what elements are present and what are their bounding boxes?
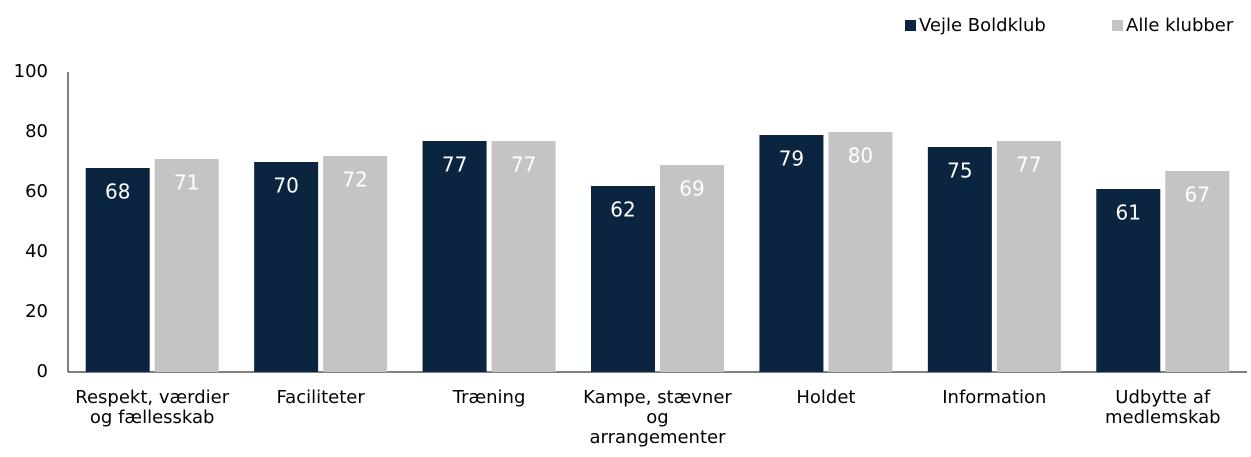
value-label: 61 [1116, 201, 1141, 225]
x-tick-label: Respekt, værdier og fællesskab [75, 387, 230, 428]
value-label: 70 [273, 174, 298, 198]
legend-label: Vejle Boldklub [919, 15, 1046, 36]
y-tick-label: 20 [25, 301, 48, 322]
y-tick-label: 0 [37, 361, 48, 382]
bar [996, 141, 1061, 372]
bar [422, 141, 487, 372]
bar [591, 186, 655, 372]
legend-swatch [1112, 20, 1123, 31]
bar [1096, 189, 1161, 372]
value-label: 69 [679, 177, 704, 201]
x-tick-label: Træning [452, 387, 526, 408]
bar [323, 156, 388, 372]
bar [828, 132, 893, 372]
x-tick-label: Information [942, 387, 1047, 408]
bar [660, 165, 724, 372]
value-label: 77 [511, 153, 536, 177]
value-label: 77 [1016, 153, 1041, 177]
legend-swatch [905, 20, 916, 31]
x-tick-label: Holdet [796, 387, 856, 408]
value-label: 71 [174, 171, 199, 195]
x-tick-label: Faciliteter [276, 387, 365, 408]
bar [85, 168, 150, 372]
bar [154, 159, 219, 372]
value-label: 79 [779, 147, 804, 171]
bar [1165, 171, 1230, 372]
value-label: 80 [848, 144, 873, 168]
bar [759, 135, 824, 372]
value-label: 62 [610, 198, 635, 222]
y-tick-label: 100 [14, 61, 48, 82]
value-label: 67 [1185, 183, 1210, 207]
value-label: 68 [105, 180, 130, 204]
y-tick-label: 60 [25, 181, 48, 202]
legend-label: Alle klubber [1126, 15, 1234, 36]
value-label: 75 [947, 159, 972, 183]
y-tick-label: 80 [25, 121, 48, 142]
value-label: 72 [342, 168, 367, 192]
x-tick-label: Kampe, stævner og arrangementer [583, 387, 732, 448]
bar [254, 162, 319, 372]
y-tick-label: 40 [25, 241, 48, 262]
x-tick-label: Udbytte af medlemskab [1104, 387, 1221, 428]
value-label: 77 [442, 153, 467, 177]
bar [491, 141, 556, 372]
bar [927, 147, 992, 372]
